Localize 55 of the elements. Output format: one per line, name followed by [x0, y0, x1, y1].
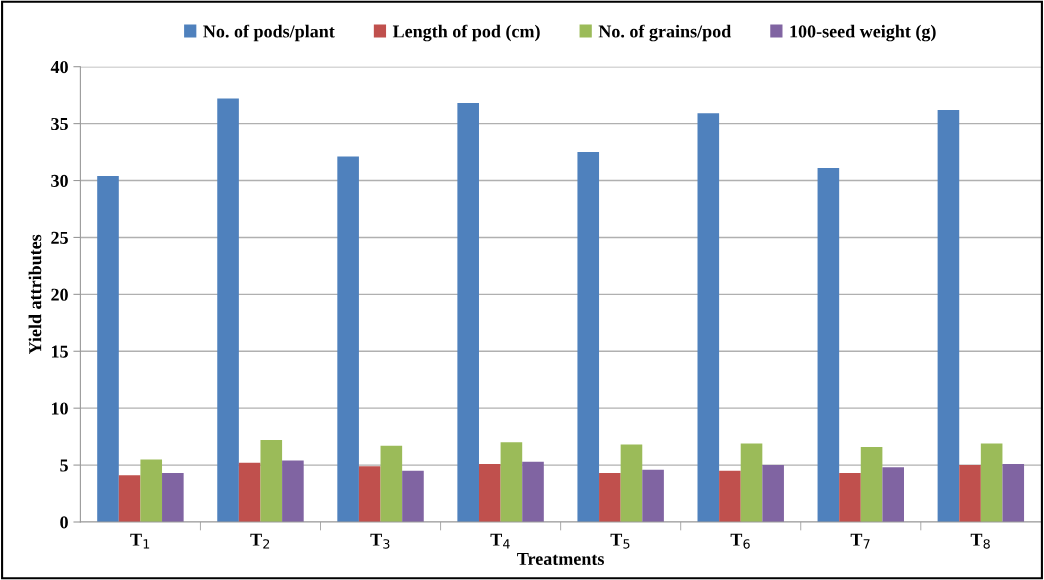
y-tick-label: 25	[51, 231, 68, 244]
x-tick-label: T$_{7}$	[850, 533, 870, 549]
legend-label: Length of pod (cm)	[392, 24, 540, 42]
y-axis-title: Yield attributes	[28, 234, 42, 355]
bar	[97, 175, 119, 522]
bar	[697, 113, 720, 522]
x-tick-label: T$_{3}$	[370, 533, 390, 549]
x-tick-label: T$_{1}$	[130, 533, 150, 549]
bar	[642, 469, 664, 522]
bar	[882, 467, 904, 522]
bar	[140, 459, 163, 522]
bar	[217, 98, 239, 522]
legend-label: No. of grains/pod	[598, 24, 732, 42]
y-tick-label: 0	[60, 516, 68, 529]
y-tick-label: 20	[51, 288, 68, 301]
bar	[478, 463, 501, 522]
x-tick-label: T$_{6}$	[730, 533, 750, 549]
y-tick-label: 35	[51, 117, 68, 131]
bar	[282, 460, 304, 522]
x-tick-label: T$_{4}$	[490, 533, 510, 549]
bar	[337, 156, 359, 522]
y-tick-label: 10	[51, 402, 68, 415]
bar	[577, 152, 600, 522]
bar	[599, 473, 621, 522]
y-tick-label: 15	[51, 345, 68, 358]
legend-label: No. of pods/plant	[203, 24, 335, 42]
x-tick-label: T$_{2}$	[250, 533, 270, 549]
bar	[980, 443, 1003, 522]
bar	[380, 445, 403, 522]
bar	[740, 443, 763, 522]
bar	[762, 465, 784, 522]
y-tick-label: 30	[51, 174, 68, 187]
bar	[500, 442, 523, 522]
bar	[620, 444, 643, 522]
bar	[162, 473, 184, 522]
bar	[937, 109, 960, 522]
bar	[402, 470, 424, 522]
x-tick-label: T$_{5}$	[610, 533, 630, 549]
legend-label: 100-seed weight (g)	[790, 24, 936, 42]
y-tick-label: 5	[60, 459, 68, 472]
x-axis-title: Treatments	[517, 552, 604, 565]
bar	[238, 462, 261, 522]
bar	[839, 473, 861, 522]
bar	[1002, 463, 1025, 522]
bar	[522, 461, 544, 522]
bar	[719, 470, 741, 522]
bar	[817, 168, 840, 522]
bar	[260, 440, 283, 522]
y-tick-label: 40	[50, 60, 68, 74]
bar	[358, 466, 381, 522]
x-tick-label: T$_{8}$	[970, 533, 990, 549]
bar	[959, 465, 981, 522]
bar	[118, 475, 141, 522]
bar	[860, 446, 883, 522]
bar	[457, 103, 479, 522]
